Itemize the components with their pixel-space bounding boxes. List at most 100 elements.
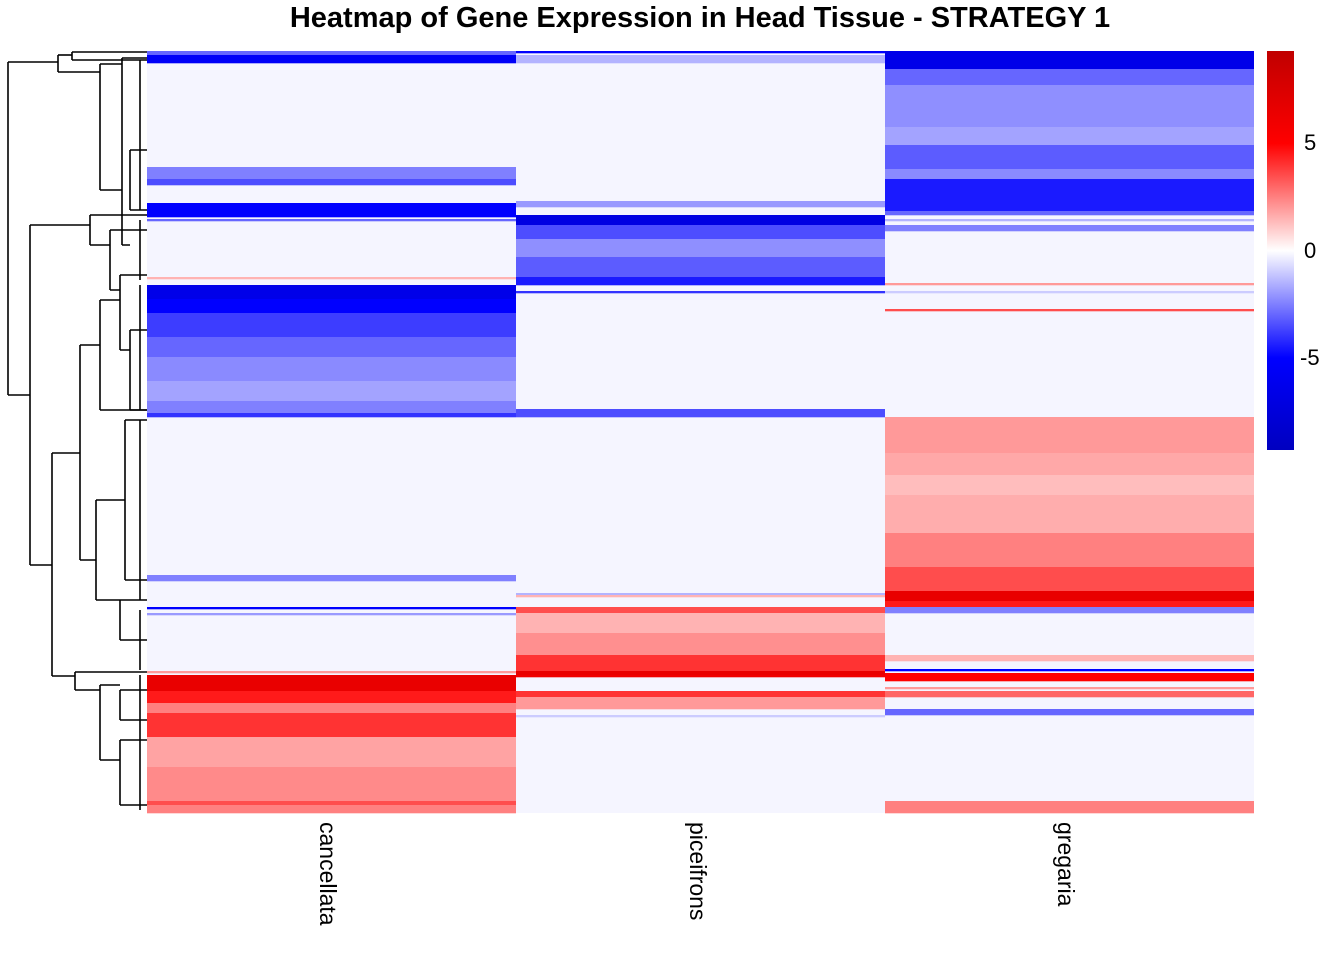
heatmap-cell-band bbox=[147, 55, 516, 64]
heatmap-cell-band bbox=[516, 55, 885, 64]
heatmap-cell-band bbox=[147, 671, 516, 674]
dendrogram-branch bbox=[99, 684, 120, 761]
heatmap-cell-band bbox=[147, 357, 516, 382]
heatmap-cell-band bbox=[885, 601, 1254, 608]
heatmap-cell-band bbox=[147, 219, 516, 222]
heatmap-cell-band bbox=[147, 203, 516, 218]
heatmap-cell-band bbox=[516, 51, 885, 54]
heatmap-cell-band bbox=[516, 675, 885, 678]
heatmap-cell-band bbox=[147, 575, 516, 582]
heatmap-cell-band bbox=[147, 401, 516, 414]
dendrogram-branch bbox=[129, 329, 147, 411]
heatmap-cell-band bbox=[885, 453, 1254, 476]
heatmap-cell-band bbox=[885, 127, 1254, 146]
heatmap-cell-band bbox=[516, 697, 885, 710]
heatmap-cell-band bbox=[516, 239, 885, 258]
heatmap-cell-band bbox=[885, 283, 1254, 286]
dendrogram-branch bbox=[119, 739, 147, 806]
heatmap-cells bbox=[147, 51, 1254, 814]
dendrogram-branch bbox=[121, 57, 147, 246]
heatmap-cell-band bbox=[885, 669, 1254, 672]
heatmap-cell-band bbox=[885, 533, 1254, 568]
legend-tick-5: 5 bbox=[1304, 130, 1317, 155]
dendrogram-branch bbox=[129, 149, 147, 211]
heatmap-cell-band bbox=[885, 69, 1254, 86]
heatmap-cell-band bbox=[885, 495, 1254, 534]
heatmap-cell-band bbox=[885, 219, 1254, 222]
heatmap-cell-band bbox=[147, 381, 516, 402]
chart-title: Heatmap of Gene Expression in Head Tissu… bbox=[289, 2, 1111, 34]
column-label-gregaria: gregaria bbox=[1053, 822, 1079, 907]
heatmap-cell-band bbox=[516, 215, 885, 226]
heatmap-cell-band bbox=[885, 309, 1254, 312]
heatmap-cell-band bbox=[885, 607, 1254, 614]
heatmap-cell-band bbox=[885, 709, 1254, 716]
heatmap-cell-band bbox=[516, 201, 885, 208]
dendrogram-branch bbox=[99, 299, 147, 411]
heatmap-cell-band bbox=[885, 211, 1254, 216]
heatmap-cell-band bbox=[147, 613, 516, 616]
dendrogram-branch bbox=[74, 671, 147, 691]
heatmap-cell-band bbox=[147, 299, 516, 314]
heatmap-cell-band bbox=[885, 169, 1254, 180]
heatmap-cell-band bbox=[147, 737, 516, 768]
column-label-piceifrons: piceifrons bbox=[685, 822, 711, 921]
dendrogram-branch bbox=[71, 51, 147, 61]
heatmap-cell-band bbox=[885, 591, 1254, 602]
heatmap-cell-band bbox=[147, 51, 516, 56]
dendrogram-branch bbox=[79, 344, 100, 561]
heatmap-cell-band bbox=[147, 413, 516, 418]
heatmap-cell-band bbox=[147, 313, 516, 338]
heatmap-cell-band bbox=[885, 475, 1254, 496]
heatmap-cell-band bbox=[885, 687, 1254, 690]
dendrogram-branch bbox=[99, 63, 122, 191]
heatmap-cell-band bbox=[516, 291, 885, 294]
dendrogram-branch bbox=[119, 689, 147, 721]
heatmap-cell-band bbox=[885, 85, 1254, 128]
dendrogram-branch bbox=[109, 229, 147, 291]
legend-tick-neg5: -5 bbox=[1300, 345, 1320, 370]
heatmap-cell-band bbox=[885, 225, 1254, 232]
dendrogram-branch bbox=[95, 499, 125, 601]
dendrogram-branch bbox=[119, 599, 147, 641]
heatmap-cell-band bbox=[885, 691, 1254, 698]
heatmap-cell-band bbox=[516, 715, 885, 718]
heatmap-cell-band bbox=[885, 417, 1254, 454]
dendrogram-branch bbox=[124, 419, 147, 581]
heatmap-cell-band bbox=[147, 767, 516, 802]
row-dendrogram bbox=[7, 51, 147, 810]
legend-tick-0: 0 bbox=[1304, 238, 1317, 263]
heatmap-cell-band bbox=[147, 691, 516, 704]
column-label-cancellata: cancellata bbox=[315, 822, 341, 926]
heatmap-cell-band bbox=[885, 179, 1254, 212]
heatmap-cell-band bbox=[147, 179, 516, 186]
heatmap-cell-band bbox=[516, 691, 885, 698]
color-legend-bar bbox=[1267, 51, 1294, 450]
heatmap-cell-band bbox=[516, 671, 885, 676]
heatmap-cell-band bbox=[147, 167, 516, 180]
heatmap-cell-band bbox=[516, 607, 885, 614]
heatmap-cell-band bbox=[516, 633, 885, 656]
heatmap-cell-band bbox=[885, 51, 1254, 70]
dendrogram-branch bbox=[119, 274, 147, 351]
heatmap-cell-band bbox=[147, 285, 516, 300]
heatmap-cell-band bbox=[885, 801, 1254, 814]
heatmap-cell-band bbox=[885, 145, 1254, 170]
heatmap-cell-band bbox=[147, 277, 516, 280]
heatmap-cell-band bbox=[147, 675, 516, 692]
heatmap-cell-band bbox=[147, 713, 516, 738]
dendrogram-branch bbox=[89, 214, 147, 246]
heatmap-cell-band bbox=[147, 801, 516, 806]
heatmap-cell-band bbox=[516, 655, 885, 672]
heatmap-column-piceifrons bbox=[516, 51, 885, 813]
heatmap-cell-band bbox=[147, 703, 516, 714]
heatmap-cell-band bbox=[516, 593, 885, 596]
heatmap-cell-band bbox=[147, 337, 516, 358]
heatmap-cell-band bbox=[885, 673, 1254, 682]
heatmap-cell-band bbox=[516, 613, 885, 634]
heatmap-cell-band bbox=[885, 655, 1254, 662]
heatmap-cell-band bbox=[516, 257, 885, 278]
heatmap-cell-band bbox=[147, 805, 516, 814]
heatmap-cell-band bbox=[516, 225, 885, 240]
